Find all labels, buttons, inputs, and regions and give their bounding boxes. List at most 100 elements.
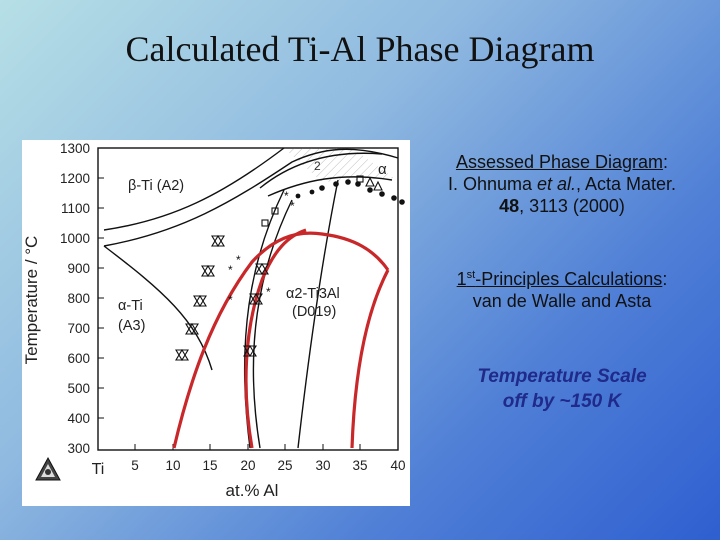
- citation-pages-year: , 3113 (2000): [519, 196, 625, 216]
- citation-volume: 48: [499, 196, 520, 216]
- data-point: [373, 180, 383, 191]
- calculations-colon: :: [662, 269, 668, 289]
- data-point: *: [284, 189, 289, 203]
- x-ticks: [134, 444, 361, 450]
- phase-label-alpha2: α2-Ti3Al: [286, 286, 340, 302]
- data-point: *: [290, 199, 295, 213]
- y-tick-label: 1200: [60, 171, 90, 186]
- data-point: [319, 185, 325, 191]
- data-point: *: [266, 285, 271, 299]
- slide-title: Calculated Ti-Al Phase Diagram: [125, 29, 595, 69]
- x-tick-label: 35: [352, 458, 367, 473]
- experimental-markers: [175, 175, 383, 362]
- y-tick-label: 300: [67, 441, 90, 456]
- citation-journal: , Acta Mater.: [576, 174, 677, 194]
- data-point: [295, 193, 301, 199]
- data-point: [367, 187, 373, 193]
- data-point: [185, 323, 199, 336]
- star-markers: * * * * * *: [228, 189, 295, 307]
- phase-label-beta: β-Ti (A2): [128, 178, 184, 194]
- x-tick-label: 20: [240, 458, 255, 473]
- beta-boundary-line: [103, 147, 285, 231]
- y-tick-label: 1300: [60, 141, 90, 156]
- assessed-citation-line2: 48, 3113 (2000): [414, 195, 710, 217]
- data-point: [201, 265, 215, 278]
- note-line2: off by ~150 K: [502, 391, 622, 412]
- data-point: [175, 349, 189, 362]
- data-point: [399, 199, 405, 205]
- y-ticks: [98, 147, 104, 419]
- alpha2-left-boundary: [252, 199, 293, 449]
- data-point: [333, 181, 339, 187]
- calculations-reference: 1st-Principles Calculations: van de Wall…: [414, 264, 710, 312]
- calculated-phase-boundary: [350, 269, 390, 449]
- x-tick-label: 5: [131, 458, 139, 473]
- data-point: [309, 189, 315, 195]
- assessed-colon: :: [663, 152, 669, 172]
- data-point: [379, 191, 385, 197]
- experimental-points: [295, 179, 405, 205]
- y-tick-label: 800: [67, 291, 90, 306]
- alpha-boundary-line: [267, 176, 393, 197]
- assessed-reference: Assessed Phase Diagram: I. Ohnuma et al.…: [414, 151, 710, 217]
- beta-boundary-line: [103, 148, 399, 247]
- alpha2-right-boundary: [297, 179, 339, 449]
- x-tick-label: 40: [390, 458, 405, 473]
- data-point: *: [228, 263, 233, 277]
- calculations-authors: van de Walle and Asta: [472, 291, 652, 311]
- y-tick-label: 600: [67, 351, 90, 366]
- x-origin-label: Ti: [92, 461, 105, 478]
- note-line1: Temperature Scale: [477, 366, 647, 387]
- x-tick-label: 15: [202, 458, 217, 473]
- y-tick-label: 1000: [60, 231, 90, 246]
- phase-diagram-svg: 1300 1200 1100 1000 900 800 700 600 500 …: [22, 141, 406, 500]
- data-point: [201, 264, 215, 277]
- x-axis-label: at.% Al: [226, 481, 279, 500]
- data-point: [391, 195, 397, 201]
- phase-diagram-figure: 1300 1200 1100 1000 900 800 700 600 500 …: [22, 140, 410, 506]
- y-tick-label: 700: [67, 321, 90, 336]
- citation-etal: et al.: [536, 174, 577, 194]
- data-point: *: [228, 293, 233, 307]
- data-point: [355, 181, 361, 187]
- region-label: 2: [314, 159, 321, 173]
- data-point: [211, 235, 225, 248]
- assessed-heading: Assessed Phase Diagram:: [414, 151, 710, 173]
- data-point: [261, 219, 269, 227]
- calculated-curves: [172, 228, 390, 449]
- data-point: [193, 295, 207, 308]
- assessed-citation-line1: I. Ohnuma et al., Acta Mater.: [414, 173, 710, 195]
- data-point: [175, 348, 189, 361]
- data-point: [211, 234, 225, 247]
- two-phase-region: [284, 148, 394, 182]
- data-point: [271, 207, 279, 215]
- y-tick-label: 1100: [61, 201, 90, 216]
- publisher-logo: [35, 456, 61, 481]
- calculations-label-text: -Principles Calculations: [475, 269, 663, 289]
- calculations-label-sup: st: [466, 269, 476, 281]
- alpha-boundary-line: [259, 152, 383, 189]
- phase-label-alpha: α-Ti: [118, 298, 143, 314]
- calculations-label-number: 1: [456, 269, 467, 289]
- data-point: *: [236, 253, 241, 267]
- data-point: [243, 345, 257, 358]
- calculated-phase-boundary: [172, 231, 390, 449]
- y-tick-label: 900: [67, 261, 90, 276]
- phase-label-alpha2-structure: (D019): [292, 304, 336, 320]
- data-point: [249, 293, 263, 306]
- data-point: [193, 294, 207, 307]
- data-point: [356, 175, 364, 183]
- y-axis-label: Temperature / °C: [22, 236, 41, 365]
- y-tick-label: 500: [67, 381, 90, 396]
- x-axis: Ti 5 10 15 20 25 30 35 40: [92, 458, 406, 478]
- x-tick-label: 30: [315, 458, 330, 473]
- data-point: [345, 179, 351, 185]
- temperature-scale-note: Temperature Scale off by ~150 K: [430, 364, 694, 414]
- assessed-boundaries: [103, 147, 399, 449]
- assessed-label: Assessed Phase Diagram: [455, 152, 664, 172]
- x-tick-label: 10: [165, 458, 180, 473]
- x-tick-label: 25: [277, 458, 292, 473]
- citation-author: I. Ohnuma: [447, 174, 537, 194]
- calculations-label: 1st-Principles Calculations: [457, 269, 663, 289]
- phase-label-alpha-structure: (A3): [118, 318, 145, 334]
